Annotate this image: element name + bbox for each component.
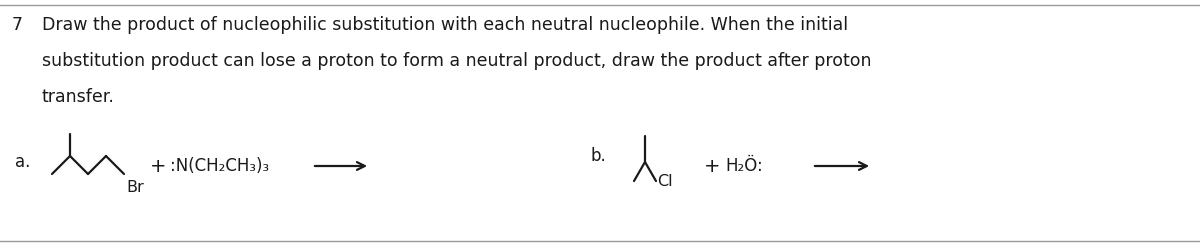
Text: substitution product can lose a proton to form a neutral product, draw the produ: substitution product can lose a proton t… bbox=[42, 52, 871, 70]
Text: 7: 7 bbox=[12, 16, 23, 34]
Text: transfer.: transfer. bbox=[42, 88, 115, 106]
Text: Br: Br bbox=[126, 180, 144, 195]
Text: H₂Ö:: H₂Ö: bbox=[725, 157, 763, 175]
Text: b.: b. bbox=[590, 147, 606, 165]
Text: :N(CH₂CH₃)₃: :N(CH₂CH₃)₃ bbox=[170, 157, 269, 175]
Text: +: + bbox=[703, 156, 720, 175]
Text: a.: a. bbox=[14, 153, 30, 171]
Text: Cl: Cl bbox=[658, 173, 673, 189]
Text: +: + bbox=[150, 156, 167, 175]
Text: Draw the product of nucleophilic substitution with each neutral nucleophile. Whe: Draw the product of nucleophilic substit… bbox=[42, 16, 848, 34]
